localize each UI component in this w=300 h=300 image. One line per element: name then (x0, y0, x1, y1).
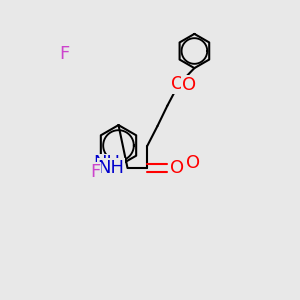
Text: NH: NH (93, 154, 120, 172)
Text: O: O (182, 76, 196, 94)
Text: F: F (59, 45, 70, 63)
Text: O: O (171, 75, 186, 93)
Text: O: O (169, 159, 184, 177)
Text: O: O (186, 154, 200, 172)
Text: NH: NH (98, 159, 124, 177)
Text: F: F (90, 163, 100, 181)
